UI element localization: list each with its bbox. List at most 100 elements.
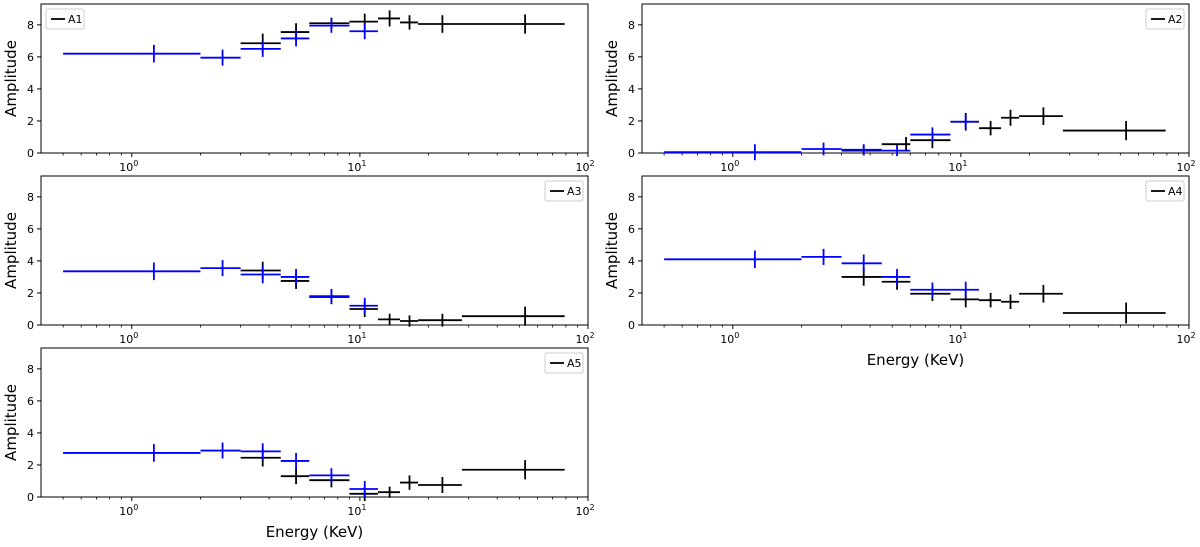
y-tick-label: 6 — [628, 223, 635, 236]
data-point — [1062, 120, 1166, 141]
data-point — [349, 13, 378, 30]
x-tick-label: 101 — [347, 503, 366, 518]
data-point — [841, 144, 882, 156]
y-tick-label: 6 — [27, 395, 34, 408]
x-tick-label: 100 — [720, 331, 739, 346]
legend-label: A2 — [1168, 13, 1183, 26]
x-tick-label: 100 — [119, 159, 138, 174]
x-tick-label: 102 — [1176, 331, 1195, 346]
data-point — [461, 14, 565, 34]
y-tick-label: 0 — [628, 147, 635, 160]
y-tick-label: 0 — [27, 491, 34, 504]
data-point — [280, 468, 310, 485]
legend: A1 — [45, 8, 85, 30]
data-point — [978, 120, 1002, 136]
data-point — [978, 292, 1002, 308]
data-point — [461, 460, 565, 480]
data-point — [240, 443, 281, 460]
legend-label: A3 — [567, 185, 582, 198]
data-point — [910, 286, 951, 301]
legend-label: A1 — [68, 13, 83, 26]
data-point — [280, 30, 310, 47]
y-tick-label: 2 — [27, 459, 34, 472]
axes-frame — [40, 347, 589, 498]
data-point — [63, 262, 201, 281]
axes-frame — [641, 3, 1190, 154]
panel-5: 0 2 4 6 8 100 101 102 Amplitude Energy (KeV) A5 — [2, 347, 595, 541]
legend: A4 — [1145, 180, 1185, 202]
y-tick-label: 0 — [27, 319, 34, 332]
y-tick-label: 6 — [27, 51, 34, 64]
x-tick-label: 100 — [720, 159, 739, 174]
data-point — [400, 475, 419, 490]
data-point — [664, 250, 802, 269]
y-tick-label: 0 — [27, 147, 34, 160]
data-point — [63, 444, 201, 462]
y-axis-label: Amplitude — [2, 212, 20, 289]
data-point — [349, 297, 378, 314]
legend: A3 — [544, 180, 584, 202]
x-tick-label: 102 — [575, 503, 594, 518]
data-point — [950, 114, 979, 129]
data-point — [309, 18, 350, 33]
series-black — [240, 10, 565, 53]
data-point — [309, 468, 350, 483]
data-point — [1019, 284, 1063, 303]
y-tick-label: 8 — [27, 363, 34, 376]
y-tick-label: 4 — [27, 255, 34, 268]
data-point — [349, 300, 378, 317]
legend: A2 — [1145, 8, 1185, 30]
x-tick-label: 100 — [119, 331, 138, 346]
series-blue — [63, 442, 378, 497]
series-black — [240, 448, 565, 502]
data-point — [418, 15, 462, 33]
series-blue — [63, 260, 378, 314]
data-point — [418, 313, 462, 327]
data-point — [664, 144, 802, 161]
data-point — [1001, 109, 1020, 126]
data-point — [309, 288, 350, 304]
y-axis-label: Amplitude — [603, 40, 621, 117]
x-axis-label: Energy (KeV) — [867, 351, 965, 369]
data-point — [1001, 294, 1020, 309]
y-tick-label: 2 — [27, 287, 34, 300]
data-point — [1062, 302, 1166, 324]
y-tick-label: 2 — [628, 115, 635, 128]
legend: A5 — [544, 352, 584, 374]
data-point — [349, 23, 378, 40]
data-point — [1019, 107, 1063, 125]
data-point — [280, 272, 310, 289]
data-point — [377, 486, 401, 498]
data-point — [950, 281, 979, 298]
data-point — [841, 254, 882, 273]
y-tick-label: 4 — [27, 427, 34, 440]
y-tick-label: 4 — [628, 255, 635, 268]
y-tick-label: 0 — [628, 319, 635, 332]
series-blue — [63, 18, 378, 66]
panel-2: 0 2 4 6 8 100 101 102 Amplitude A2 — [603, 3, 1196, 174]
data-point — [280, 452, 310, 469]
data-point — [280, 268, 310, 285]
x-tick-label: 101 — [948, 331, 967, 346]
legend-label: A5 — [567, 357, 582, 370]
data-point — [841, 268, 882, 286]
y-tick-label: 4 — [27, 83, 34, 96]
y-tick-label: 2 — [27, 115, 34, 128]
data-point — [950, 291, 979, 308]
axes-frame — [641, 175, 1190, 326]
data-point — [881, 268, 911, 285]
data-point — [240, 261, 281, 280]
data-point — [200, 260, 241, 277]
legend-label: A4 — [1168, 185, 1183, 198]
y-axis-label: Amplitude — [2, 384, 20, 461]
data-point — [377, 313, 401, 325]
y-axis-label: Amplitude — [603, 212, 621, 289]
x-tick-label: 101 — [347, 331, 366, 346]
y-tick-label: 8 — [27, 19, 34, 32]
panel-4: 0 2 4 6 8 100 101 102 Amplitude Energy (KeV) A4 — [603, 175, 1196, 369]
y-tick-label: 6 — [628, 51, 635, 64]
data-point — [63, 44, 201, 63]
data-point — [801, 248, 842, 265]
